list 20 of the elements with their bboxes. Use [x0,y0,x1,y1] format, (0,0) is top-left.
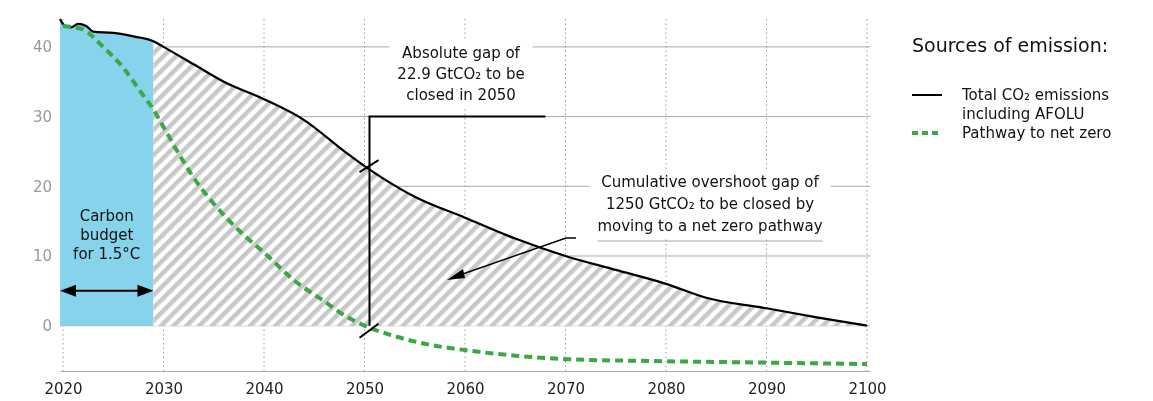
y-tick-label: 10 [32,247,52,266]
y-tick-label: 0 [42,316,52,335]
x-tick-label: 2020 [44,379,83,398]
y-tick-label: 20 [32,177,52,196]
x-tick-label: 2030 [144,379,184,398]
legend-label: Pathway to net zero [962,124,1112,142]
x-tick-label: 2090 [747,379,787,398]
annotation: Cumulative overshoot gap of 1250 GtCO₂ to be closed by moving to a net zero pathway [597,173,823,235]
x-tick-label: 2100 [848,379,887,398]
y-tick-label: 30 [32,107,52,126]
x-tick-label: 2070 [546,379,586,398]
x-tick-label: 2060 [446,379,485,398]
legend-title: Sources of emission: [912,34,1109,56]
legend-label: Total CO₂ emissions including AFOLU [961,86,1110,123]
y-tick-label: 40 [32,38,52,57]
x-tick-label: 2040 [245,379,284,398]
annotation: Absolute gap of 22.9 GtCO₂ to be closed in 2050 [397,44,525,104]
annotation: Carbon budget for 1.5°C [73,207,141,264]
x-tick-label: 2080 [647,379,686,398]
x-tick-label: 2050 [345,379,385,398]
